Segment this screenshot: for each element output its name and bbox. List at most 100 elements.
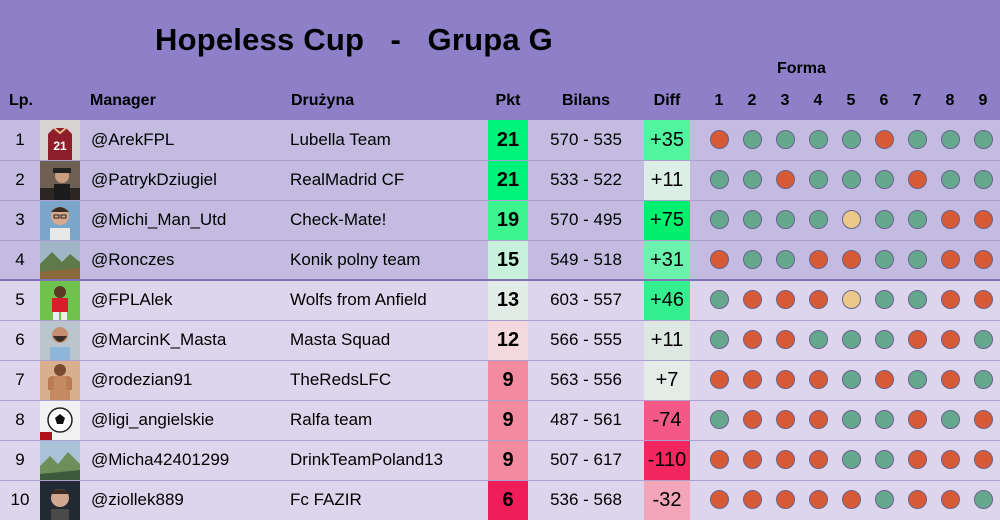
header-forma-3: 3 xyxy=(780,92,790,109)
form-win-dot xyxy=(940,410,960,429)
form-win-dot xyxy=(874,210,894,229)
form-loss-dot xyxy=(775,410,795,429)
form-loss-dot xyxy=(907,490,927,509)
rank-cell: 3 xyxy=(15,210,25,229)
team-name: DrinkTeamPoland13 xyxy=(290,450,444,469)
table-row: 7 @rodezian91 TheRedsLFC 9 563 - 556 +7 xyxy=(0,360,1000,400)
rank-cell: 8 xyxy=(15,410,25,429)
form-win-dot xyxy=(709,290,729,309)
team-name: TheRedsLFC xyxy=(290,370,392,389)
form-loss-dot xyxy=(709,370,729,389)
form-win-dot xyxy=(973,370,993,389)
row-separator xyxy=(0,240,1000,241)
header-forma-6: 6 xyxy=(879,92,889,109)
form-win-dot xyxy=(742,210,762,229)
header-pkt: Pkt xyxy=(495,92,521,109)
table-row: 6 @MarcinK_Masta Masta Squad 12 566 - 555 +11 xyxy=(0,320,1000,360)
points-cell: 9 xyxy=(488,400,528,440)
team-name: Ralfa team xyxy=(290,410,373,429)
header-forma-9: 9 xyxy=(978,92,988,109)
page-title: Hopeless Cup - Grupa G xyxy=(155,22,553,57)
header-forma-7: 7 xyxy=(912,92,922,109)
form-loss-dot xyxy=(775,170,795,189)
row-separator xyxy=(0,480,1000,481)
form-win-dot xyxy=(973,170,993,189)
form-win-dot xyxy=(808,210,828,229)
row-separator xyxy=(0,360,1000,361)
row-separator xyxy=(0,200,1000,201)
form-win-dot xyxy=(973,330,993,349)
form-loss-dot xyxy=(940,330,960,349)
form-win-dot xyxy=(742,250,762,269)
avatar xyxy=(40,160,80,200)
form-win-dot xyxy=(874,290,894,309)
form-win-dot xyxy=(841,370,861,389)
rank-cell: 10 xyxy=(10,490,30,509)
form-win-dot xyxy=(775,130,795,149)
team-name: RealMadrid CF xyxy=(290,170,405,189)
form-loss-dot xyxy=(775,370,795,389)
form-win-dot xyxy=(841,170,861,189)
points-cell: 19 xyxy=(488,200,528,240)
header-team: Drużyna xyxy=(291,92,355,109)
header-bilans: Bilans xyxy=(561,92,610,109)
form-loss-dot xyxy=(874,130,894,149)
form-loss-dot xyxy=(874,370,894,389)
form-win-dot xyxy=(808,330,828,349)
bilans-cell: 487 - 561 xyxy=(550,410,622,429)
bilans-cell: 570 - 535 xyxy=(550,130,622,149)
form-win-dot xyxy=(940,170,960,189)
form-loss-dot xyxy=(808,450,828,469)
form-win-dot xyxy=(874,450,894,469)
form-draw-dot xyxy=(841,210,861,229)
form-win-dot xyxy=(841,330,861,349)
form-loss-dot xyxy=(973,450,993,469)
manager-name: @PatrykDziugiel xyxy=(91,170,217,189)
form-win-dot xyxy=(907,210,927,229)
diff-cell: +35 xyxy=(644,120,690,160)
rank-cell: 9 xyxy=(15,450,25,469)
rank-cell: 4 xyxy=(15,250,25,269)
manager-name: @rodezian91 xyxy=(91,370,193,389)
avatar xyxy=(40,440,80,480)
avatar xyxy=(40,280,80,320)
bilans-cell: 549 - 518 xyxy=(550,250,622,269)
rank-cell: 7 xyxy=(15,370,25,389)
manager-name: @ziollek889 xyxy=(91,490,184,509)
points-cell: 15 xyxy=(488,240,528,280)
header-forma-1: 1 xyxy=(714,92,724,109)
row-separator xyxy=(0,400,1000,401)
table-row: 10 @ziollek889 Fc FAZIR 6 536 - 568 -32 xyxy=(0,480,1000,520)
form-win-dot xyxy=(709,170,729,189)
manager-name: @ArekFPL xyxy=(91,130,175,149)
table-row: 5 @FPLAlek Wolfs from Anfield 13 603 - 557 +4… xyxy=(0,280,1000,320)
form-win-dot xyxy=(874,330,894,349)
team-name: Check-Mate! xyxy=(290,210,387,229)
points-cell: 9 xyxy=(488,440,528,480)
points-cell: 21 xyxy=(488,160,528,200)
avatar xyxy=(40,360,80,400)
form-win-dot xyxy=(709,330,729,349)
form-loss-dot xyxy=(940,450,960,469)
form-win-dot xyxy=(907,250,927,269)
rank-cell: 2 xyxy=(15,170,25,189)
form-loss-dot xyxy=(907,170,927,189)
svg-text:21: 21 xyxy=(53,139,67,153)
avatar xyxy=(40,480,80,520)
form-loss-dot xyxy=(973,290,993,309)
points-cell: 21 xyxy=(488,120,528,160)
form-loss-dot xyxy=(907,330,927,349)
table-header: Hopeless Cup - Grupa G Forma Lp. Manager… xyxy=(0,0,1000,120)
form-win-dot xyxy=(841,450,861,469)
form-win-dot xyxy=(775,210,795,229)
form-loss-dot xyxy=(775,490,795,509)
form-win-dot xyxy=(808,130,828,149)
form-loss-dot xyxy=(808,490,828,509)
form-win-dot xyxy=(742,170,762,189)
form-win-dot xyxy=(775,250,795,269)
form-loss-dot xyxy=(940,210,960,229)
diff-cell: +31 xyxy=(644,240,690,280)
form-win-dot xyxy=(742,130,762,149)
form-win-dot xyxy=(907,130,927,149)
header-forma-5: 5 xyxy=(846,92,856,109)
